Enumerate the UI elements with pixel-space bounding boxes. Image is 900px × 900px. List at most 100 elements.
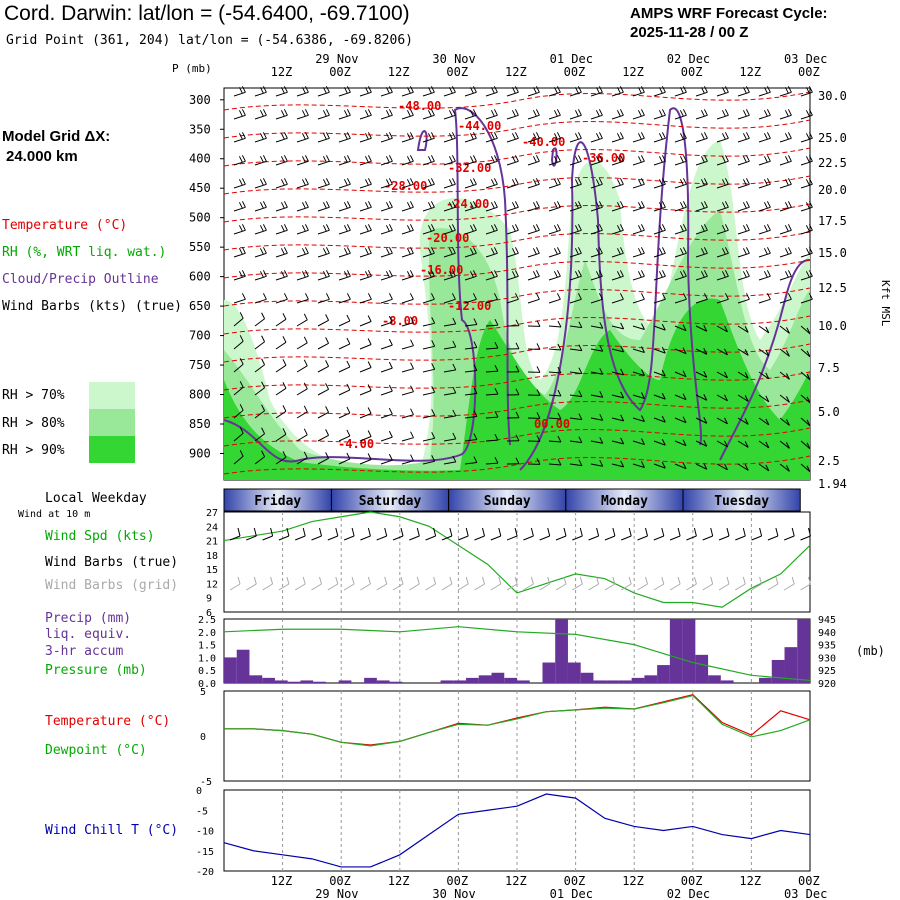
wind-barb-flag	[301, 87, 306, 94]
wind-barb-flag	[346, 429, 351, 437]
wind-barb-flag	[451, 270, 456, 277]
wind-barb-flag	[766, 224, 771, 231]
grid-wind-barb	[735, 583, 746, 591]
wind-barb-flag	[553, 202, 558, 209]
wind-barb-flag	[280, 110, 285, 117]
wind-barb-flag	[346, 360, 351, 368]
cloud-line-4	[416, 130, 428, 151]
wind-barb-flag	[724, 463, 728, 471]
wind-barb	[464, 229, 477, 235]
wind-barb-flag	[241, 86, 246, 93]
wind-barb	[233, 386, 244, 396]
wind-barb-flag	[259, 156, 264, 163]
wind-barb-flag	[763, 156, 768, 163]
precip-bar	[797, 619, 810, 683]
wind-barb-flag	[367, 224, 372, 231]
wind-barb-flag	[259, 225, 264, 232]
wind-barb-flag	[238, 248, 243, 255]
precip-bar	[606, 680, 619, 683]
wind-barb-flag	[239, 404, 244, 411]
surface-wind-barb	[465, 527, 469, 537]
wind-barb	[464, 252, 477, 258]
wind-barb	[611, 160, 624, 166]
wind-barb	[590, 137, 603, 143]
wind-barb	[464, 347, 477, 350]
pressure-tick-label: 400	[189, 152, 211, 166]
wind-barb	[338, 412, 351, 419]
wind-barb-flag	[784, 179, 789, 186]
wind-barb-flag	[700, 110, 705, 117]
wind-barb	[674, 298, 687, 304]
wind-barb	[779, 325, 790, 334]
wind-barb-flag	[448, 133, 453, 140]
wind-barb-flag	[385, 110, 390, 117]
wind-barb-flag	[325, 314, 330, 321]
wind-barb-flag	[409, 178, 414, 185]
wind-barb	[422, 252, 435, 258]
wind-barb	[422, 160, 435, 166]
wind-barb-flag	[532, 179, 537, 186]
wind-barb	[653, 298, 666, 304]
wind-barb-flag	[241, 270, 246, 277]
wind-barb-flag	[514, 86, 519, 93]
wind-barb	[632, 348, 645, 353]
wind-barb-flag	[641, 415, 645, 422]
wind-barb-flag	[261, 427, 266, 435]
wind-barb-flag	[261, 404, 266, 412]
wind-barb-flag	[703, 178, 708, 185]
wind-barb-flag	[658, 225, 663, 232]
wind-barb-flag	[553, 133, 558, 140]
wind-barb	[275, 433, 287, 442]
wind-barb-flag	[427, 87, 432, 94]
wind-barb-flag	[536, 343, 541, 350]
wind-barb	[800, 183, 813, 189]
wind-barb	[338, 137, 351, 143]
wind-barb	[338, 389, 351, 396]
wind-barb-flag	[578, 459, 583, 466]
wind-barb-flag	[556, 178, 561, 185]
model-grid-info: Model Grid ΔX: 24.000 km	[2, 127, 110, 167]
top-hour-label: 12Z	[505, 65, 527, 79]
wind-barb-flag	[682, 132, 687, 139]
wind-barb-flag	[280, 87, 285, 94]
wind-barb-flag	[766, 201, 771, 208]
wind-barb-flag	[490, 248, 495, 255]
wind-barb-flag	[385, 179, 390, 186]
wind-barb	[317, 298, 330, 304]
precip-accum-label: 3-hr accum	[45, 644, 124, 659]
wind-barb-flag	[595, 248, 600, 255]
wind-barb	[422, 183, 435, 189]
wind-barb-flag	[431, 340, 436, 347]
wind-barb	[338, 252, 351, 258]
grid-wind-barb	[262, 583, 273, 591]
wind-barb	[443, 275, 456, 281]
wind-barb-flag	[322, 202, 327, 209]
wind-barb	[653, 275, 666, 281]
grid-wind-barb	[229, 583, 241, 591]
wind-barb	[674, 371, 687, 378]
wind-barb	[464, 462, 477, 465]
wind-barb-flag	[346, 383, 351, 391]
precip-bar	[555, 619, 568, 683]
grid-wind-barb	[686, 583, 697, 591]
wind-barb-flag	[431, 409, 436, 416]
precip-label: Precip (mm)	[45, 611, 132, 626]
grid-wind-barb	[465, 576, 469, 585]
precip-bar	[262, 677, 275, 683]
wind-barb-flag	[703, 247, 708, 254]
wind-barb-flag	[494, 410, 499, 418]
surface-wind-barb	[237, 527, 241, 537]
wind-barb	[296, 319, 308, 327]
wind-barb	[548, 371, 561, 374]
wind-barb-flag	[238, 133, 243, 140]
wind-barb-flag	[724, 325, 728, 333]
wind-barb	[674, 160, 687, 166]
isotherm-line	[223, 203, 811, 223]
wind-barb-flag	[598, 224, 603, 231]
wind-barb-flag	[427, 271, 432, 278]
wind-barb-flag	[364, 133, 369, 140]
wind-barb-flag	[448, 202, 453, 209]
wind-barb-flag	[452, 386, 457, 394]
wind-barb	[338, 160, 351, 166]
surface-wind-barb	[327, 535, 338, 541]
